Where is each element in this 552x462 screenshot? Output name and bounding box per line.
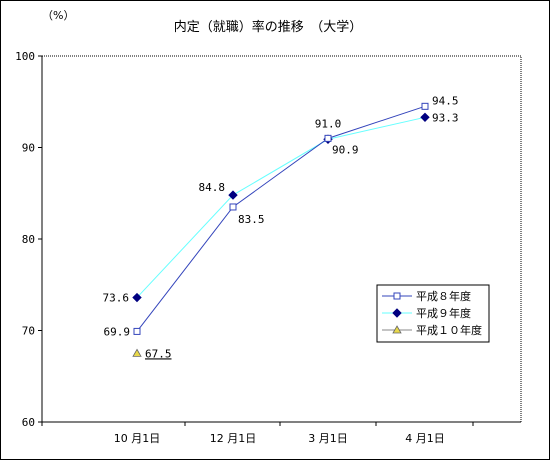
marker-triangle xyxy=(392,325,402,334)
data-label: 73.6 xyxy=(103,292,130,305)
data-label: 94.5 xyxy=(432,94,459,107)
y-tick-label: 80 xyxy=(22,233,35,246)
marker-diamond xyxy=(392,308,402,318)
y-axis: 60 70 80 90 100 xyxy=(15,50,43,429)
marker-diamond xyxy=(132,292,142,303)
series-layer: 69.9 83.5 91.0 94.5 73.6 84.8 90.9 93.3 67.5 xyxy=(103,94,459,360)
x-tick-label: 3 月1日 xyxy=(308,432,348,445)
y-tick-label: 90 xyxy=(22,142,35,155)
unit-label: （%） xyxy=(42,9,74,22)
x-tick-label: 12 月1日 xyxy=(210,432,257,445)
marker-square xyxy=(393,292,401,300)
data-label: 83.5 xyxy=(238,213,265,226)
data-label: 84.8 xyxy=(199,181,226,194)
y-tick-label: 100 xyxy=(15,50,35,63)
marker-square xyxy=(421,102,429,110)
x-tick-label: 10 月1日 xyxy=(114,432,161,445)
legend-label: 平成９年度 xyxy=(416,306,471,320)
data-label: 67.5 xyxy=(145,347,172,360)
series-line-h9 xyxy=(136,116,426,298)
x-tick-label: 4 月1日 xyxy=(405,432,445,445)
data-label: 90.9 xyxy=(332,143,359,156)
marker-diamond xyxy=(228,190,238,200)
data-label: 93.3 xyxy=(432,111,459,124)
series-line-h8 xyxy=(136,105,426,332)
data-label: 91.0 xyxy=(315,117,342,130)
y-tick-label: 60 xyxy=(22,416,35,429)
data-label: 69.9 xyxy=(104,325,131,338)
marker-diamond xyxy=(420,112,430,123)
marker-square xyxy=(324,134,332,142)
marker-triangle xyxy=(132,348,142,357)
legend-label: 平成８年度 xyxy=(416,289,471,303)
chart-title: 内定（就職）率の推移 （大学） xyxy=(174,19,363,35)
x-axis: 10 月1日 12 月1日 3 月1日 4 月1日 xyxy=(41,421,521,445)
y-tick-label: 70 xyxy=(22,325,35,338)
marker-square xyxy=(229,203,237,211)
legend-label: 平成１０年度 xyxy=(416,323,482,337)
marker-square xyxy=(133,327,141,335)
